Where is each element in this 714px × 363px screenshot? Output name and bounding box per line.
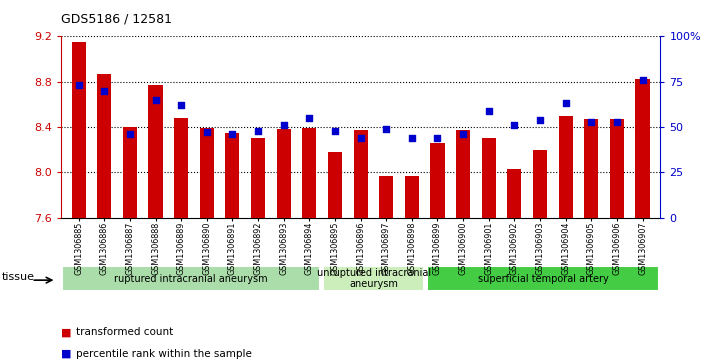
Bar — [558, 116, 573, 218]
Text: unruptured intracranial
aneurysm: unruptured intracranial aneurysm — [316, 268, 431, 289]
Point — [329, 128, 341, 134]
Bar — [302, 128, 316, 218]
Text: percentile rank within the sample: percentile rank within the sample — [76, 349, 252, 359]
Bar — [328, 152, 342, 218]
Text: ruptured intracranial aneurysm: ruptured intracranial aneurysm — [114, 274, 268, 284]
Point — [176, 102, 187, 108]
Point — [432, 135, 443, 141]
Bar — [405, 176, 419, 218]
Text: superficial temporal artery: superficial temporal artery — [478, 274, 608, 284]
Bar — [174, 118, 188, 218]
Point — [278, 122, 289, 128]
Point — [355, 135, 366, 141]
Bar — [482, 138, 496, 218]
Point — [560, 101, 571, 106]
Point — [227, 131, 238, 137]
Point — [381, 126, 392, 132]
Point — [99, 88, 110, 94]
Point — [508, 122, 520, 128]
Bar — [323, 266, 424, 291]
Point — [611, 119, 623, 125]
Bar — [635, 79, 650, 218]
Point — [252, 128, 263, 134]
Point — [303, 115, 315, 121]
Bar — [533, 150, 547, 218]
Point — [483, 108, 494, 114]
Point — [458, 131, 469, 137]
Text: GDS5186 / 12581: GDS5186 / 12581 — [61, 12, 171, 25]
Bar — [149, 85, 163, 218]
Point — [124, 131, 136, 137]
Text: tissue: tissue — [1, 272, 34, 282]
Bar — [71, 42, 86, 218]
Text: transformed count: transformed count — [76, 327, 174, 337]
Bar — [431, 143, 445, 218]
Bar — [584, 119, 598, 218]
Bar — [62, 266, 320, 291]
Bar — [610, 119, 624, 218]
Bar — [508, 169, 521, 218]
Bar — [251, 138, 265, 218]
Text: ■: ■ — [61, 327, 71, 337]
Point — [150, 97, 161, 103]
Bar — [456, 130, 470, 218]
Bar — [276, 129, 291, 218]
Point — [201, 130, 213, 135]
Bar — [200, 128, 213, 218]
Point — [73, 82, 84, 88]
Bar — [97, 74, 111, 218]
Point — [534, 117, 545, 123]
Bar — [427, 266, 659, 291]
Point — [585, 119, 597, 125]
Bar — [379, 176, 393, 218]
Bar — [226, 133, 239, 218]
Bar — [123, 127, 137, 218]
Bar — [353, 130, 368, 218]
Point — [406, 135, 418, 141]
Text: ■: ■ — [61, 349, 71, 359]
Point — [637, 77, 648, 83]
